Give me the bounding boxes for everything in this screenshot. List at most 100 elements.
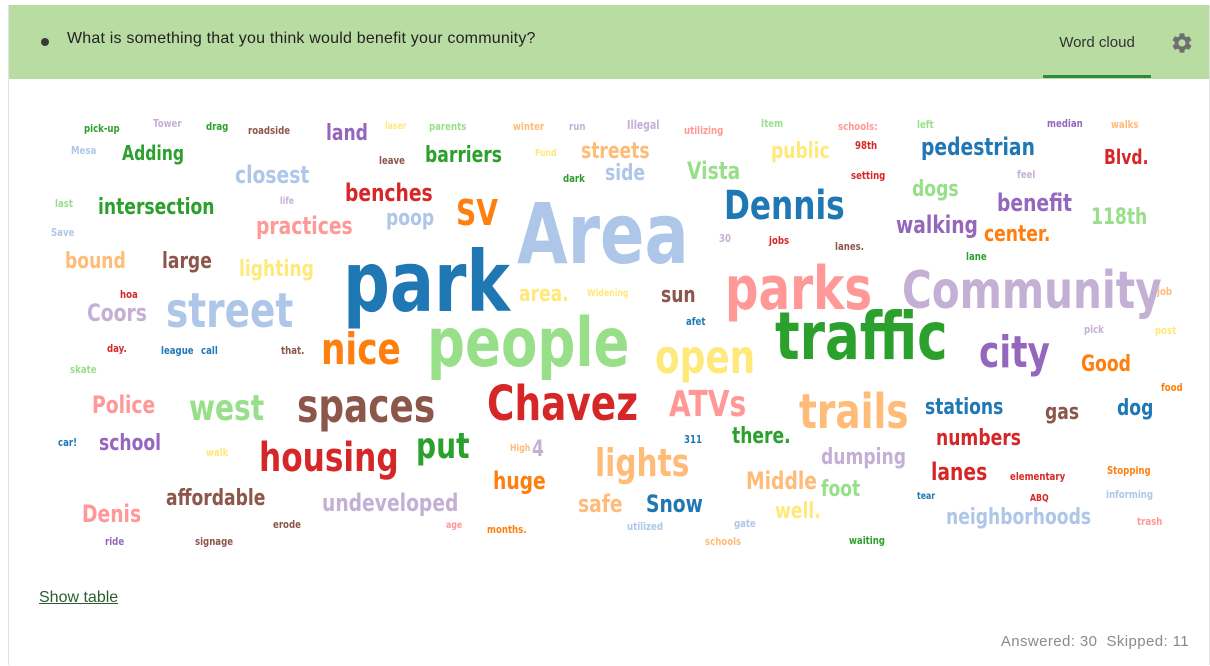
cloud-word[interactable]: dark [563,172,585,185]
cloud-word[interactable]: waiting [849,534,885,547]
cloud-word[interactable]: Save [51,226,75,239]
cloud-word[interactable]: affordable [166,486,266,511]
cloud-word[interactable]: stations [925,395,1004,420]
cloud-word[interactable]: undeveloped [322,489,459,517]
cloud-word[interactable]: Denis [82,500,142,528]
cloud-word[interactable]: schools: [838,120,878,133]
cloud-word[interactable]: pick [1084,323,1104,336]
cloud-word[interactable]: leave [379,154,405,167]
cloud-word[interactable]: parents [429,120,467,133]
cloud-word[interactable]: signage [195,535,234,548]
cloud-word[interactable]: benefit [997,189,1072,217]
cloud-word[interactable]: months. [487,523,527,536]
cloud-word[interactable]: skate [70,363,97,376]
cloud-word[interactable]: pedestrian [921,133,1035,161]
cloud-word[interactable]: utilized [627,520,663,533]
cloud-word[interactable]: Tower [153,117,182,130]
cloud-word[interactable]: west [189,388,265,429]
cloud-word[interactable]: well. [775,499,821,524]
cloud-word[interactable]: Coors [87,299,147,327]
cloud-word[interactable]: large [162,249,212,274]
cloud-word[interactable]: people [427,304,630,383]
cloud-word[interactable]: lane [966,250,987,263]
cloud-word[interactable]: Stopping [1107,464,1151,477]
cloud-word[interactable]: ride [105,535,125,548]
cloud-word[interactable]: trash [1137,515,1163,528]
cloud-word[interactable]: lanes [931,458,988,486]
cloud-word[interactable]: drag [206,120,229,133]
cloud-word[interactable]: hoa [120,288,138,301]
cloud-word[interactable]: numbers [936,426,1021,451]
cloud-word[interactable]: life [280,196,295,207]
cloud-word[interactable]: utilizing [684,124,724,137]
cloud-word[interactable]: Police [92,391,156,419]
cloud-word[interactable]: winter [513,120,545,133]
cloud-word[interactable]: day. [107,342,127,355]
cloud-word[interactable]: call [201,344,218,357]
cloud-word[interactable]: last [55,197,73,210]
cloud-word[interactable]: sun [661,283,696,308]
cloud-word[interactable]: roadside [248,124,291,137]
cloud-word[interactable]: neighborhoods [946,505,1092,530]
cloud-word[interactable]: lighting [239,257,314,282]
cloud-word[interactable]: walk [206,446,229,459]
cloud-word[interactable]: intersection [98,195,215,220]
cloud-word[interactable]: 311 [684,433,702,446]
cloud-word[interactable]: huge [493,467,546,495]
cloud-word[interactable]: Fund [535,148,557,159]
cloud-word[interactable]: Widening [587,288,629,299]
cloud-word[interactable]: afet [686,315,706,328]
cloud-word[interactable]: 98th [855,139,878,152]
cloud-word[interactable]: lanes. [835,240,865,253]
cloud-word[interactable]: benches [345,179,433,207]
cloud-word[interactable]: city [979,327,1050,378]
cloud-word[interactable]: informing [1106,488,1154,501]
cloud-word[interactable]: Area [517,185,689,283]
cloud-word[interactable]: gas [1045,400,1080,425]
cloud-word[interactable]: safe [578,490,623,518]
cloud-word[interactable]: nice [321,324,401,375]
cloud-word[interactable]: lights [595,441,690,485]
cloud-word[interactable]: dog [1117,396,1154,421]
cloud-word[interactable]: tear [917,491,936,502]
cloud-word[interactable]: job [1157,285,1172,298]
show-table-link[interactable]: Show table [39,589,119,606]
cloud-word[interactable]: Good [1081,352,1131,377]
cloud-word[interactable]: elementary [1010,470,1066,483]
cloud-word[interactable]: land [326,121,368,146]
cloud-word[interactable]: street [166,283,294,339]
cloud-word[interactable]: parks [725,254,873,324]
cloud-word[interactable]: setting [851,169,886,182]
cloud-word[interactable]: Chavez [487,376,638,432]
cloud-word[interactable]: park [343,233,511,331]
cloud-word[interactable]: feel [1017,168,1036,181]
cloud-word[interactable]: spaces [297,379,436,433]
cloud-word[interactable]: laser [385,121,407,132]
cloud-word[interactable]: put [416,426,470,467]
cloud-word[interactable]: schools [705,535,742,548]
cloud-word[interactable]: dumping [821,445,907,470]
cloud-word[interactable]: Community [902,261,1162,321]
cloud-word[interactable]: Snow [646,490,703,518]
cloud-word[interactable]: Adding [122,141,185,165]
cloud-word[interactable]: there. [732,424,791,449]
cloud-word[interactable]: erode [273,518,301,531]
cloud-word[interactable]: ATVs [669,384,747,425]
cloud-word[interactable]: foot [821,477,861,502]
cloud-word[interactable]: pick-up [84,122,120,135]
cloud-word[interactable]: traffic [775,298,948,375]
cloud-word[interactable]: post [1155,324,1177,337]
cloud-word[interactable]: left [917,118,934,131]
cloud-word[interactable]: median [1047,117,1083,130]
cloud-word[interactable]: bound [65,249,126,274]
cloud-word[interactable]: Middle [746,467,817,495]
cloud-word[interactable]: trails [799,384,909,440]
cloud-word[interactable]: Blvd. [1104,145,1149,169]
cloud-word[interactable]: school [99,431,162,456]
cloud-word[interactable]: High [510,443,531,454]
cloud-word[interactable]: dogs [912,177,959,202]
cloud-word[interactable]: age [446,520,463,531]
cloud-word[interactable]: practices [256,212,353,240]
cloud-word[interactable]: walking [896,211,978,239]
cloud-word[interactable]: public [771,139,830,164]
